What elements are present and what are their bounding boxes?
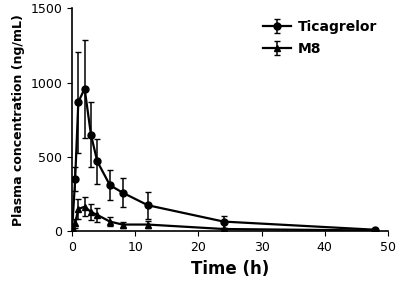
Legend: Ticagrelor, M8: Ticagrelor, M8	[259, 16, 381, 60]
Y-axis label: Plasma concentration (ng/mL): Plasma concentration (ng/mL)	[12, 14, 25, 226]
X-axis label: Time (h): Time (h)	[191, 259, 269, 277]
